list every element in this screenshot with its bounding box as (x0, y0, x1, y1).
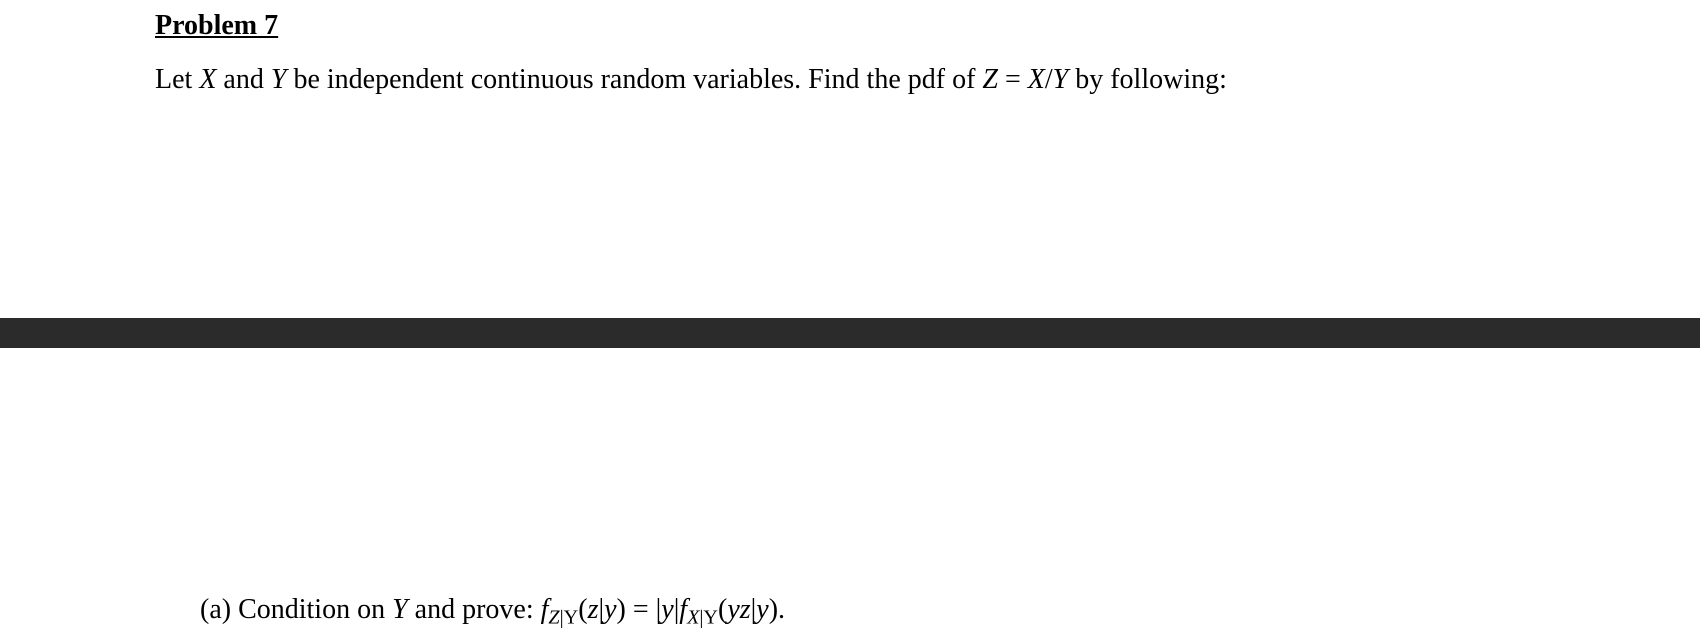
part-a-label: (a) Condition on (200, 594, 392, 625)
abs-y: y (661, 594, 673, 625)
ratio-x: X (1028, 64, 1045, 95)
ratio-slash: / (1045, 64, 1053, 95)
paren-close2: ). (769, 594, 785, 625)
sub-bar-y1: |Y (560, 607, 579, 629)
arg-y1: y (604, 594, 616, 625)
arg-yz-z: z (740, 594, 751, 625)
sub-bar-y2: |Y (699, 607, 718, 629)
arg-z1: z (588, 594, 599, 625)
problem-prompt: Let X and Y be independent continuous ra… (155, 60, 1575, 99)
var-z: Z (982, 64, 998, 95)
sub-x: X (687, 607, 699, 629)
fn-f2: f (679, 594, 687, 625)
prompt-mid: be independent continuous random variabl… (286, 64, 982, 95)
ratio-y: Y (1053, 64, 1069, 95)
prompt-and: and (216, 64, 270, 95)
problem-heading: Problem 7 (155, 10, 1575, 42)
part-a-mid: and prove: (408, 594, 541, 625)
arg-y2: y (756, 594, 768, 625)
part-a-y: Y (392, 594, 408, 625)
page-separator (0, 318, 1700, 348)
eq: = (626, 594, 656, 625)
var-y: Y (271, 64, 287, 95)
part-a: (a) Condition on Y and prove: fZ|Y(z|y) … (200, 590, 1580, 632)
paren-close1: ) (617, 594, 626, 625)
paren-open1: ( (578, 594, 587, 625)
var-x: X (199, 64, 216, 95)
arg-yz-y: y (727, 594, 739, 625)
page: Problem 7 Let X and Y be independent con… (0, 0, 1700, 640)
prompt-eq: = (998, 64, 1028, 95)
prompt-lead: Let (155, 64, 199, 95)
paren-open2: ( (718, 594, 727, 625)
prompt-tail: by following: (1068, 64, 1227, 95)
problem-block: Problem 7 Let X and Y be independent con… (155, 10, 1575, 99)
sub-z: Z (548, 607, 559, 629)
